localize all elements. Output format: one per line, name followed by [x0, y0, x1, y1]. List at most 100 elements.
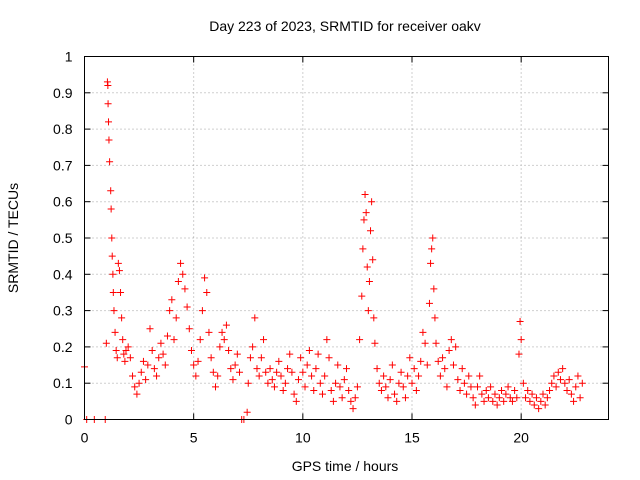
data-point [550, 372, 558, 380]
data-point [556, 376, 564, 384]
data-point [255, 372, 263, 380]
data-point [368, 198, 376, 206]
data-point [207, 354, 215, 362]
data-point [537, 397, 545, 405]
data-point [233, 350, 241, 358]
data-point [284, 365, 292, 373]
data-point [332, 379, 340, 387]
data-point [356, 336, 364, 344]
data-point [305, 347, 313, 355]
y-tick-label: 0.5 [53, 230, 73, 246]
data-point [194, 357, 202, 365]
data-point [491, 390, 499, 398]
data-point [430, 285, 438, 293]
data-point [347, 397, 355, 405]
data-point [541, 401, 549, 409]
data-point [121, 357, 129, 365]
data-point [135, 379, 143, 387]
data-point [157, 339, 165, 347]
data-point [515, 350, 523, 358]
data-point [153, 372, 161, 380]
data-point [393, 397, 401, 405]
data-point [406, 354, 414, 362]
data-point [463, 390, 471, 398]
data-point [106, 158, 114, 166]
y-tick-label: 0.8 [53, 121, 73, 137]
data-point [345, 386, 353, 394]
data-point [159, 350, 167, 358]
data-point [522, 394, 530, 402]
data-point [548, 379, 556, 387]
data-point [513, 394, 521, 402]
data-point [262, 368, 270, 376]
data-point [489, 397, 497, 405]
data-point [290, 390, 298, 398]
data-point [554, 368, 562, 376]
data-point [268, 376, 276, 384]
data-point [476, 372, 484, 380]
data-point [323, 336, 331, 344]
x-tick-label: 10 [295, 430, 311, 446]
data-point [115, 267, 123, 275]
data-point [340, 376, 348, 384]
data-point [454, 376, 462, 384]
data-point [163, 332, 171, 340]
data-point [266, 365, 274, 373]
data-point [104, 100, 112, 108]
data-point [561, 379, 569, 387]
data-point [107, 187, 115, 195]
y-axis-title: SRMTID / TECUs [5, 183, 21, 293]
data-point [110, 307, 118, 315]
data-point [412, 386, 420, 394]
data-point [375, 379, 383, 387]
data-point [257, 354, 265, 362]
data-point [380, 372, 388, 380]
data-point [384, 394, 392, 402]
data-point [456, 386, 464, 394]
data-point [511, 386, 519, 394]
data-point [519, 379, 527, 387]
data-point [502, 390, 510, 398]
data-point [139, 357, 147, 365]
data-point [535, 405, 543, 413]
data-point [144, 361, 152, 369]
data-point [478, 390, 486, 398]
data-point [277, 372, 285, 380]
data-point [552, 383, 560, 391]
data-point [310, 386, 318, 394]
data-point [192, 372, 200, 380]
axis-ticks [84, 56, 609, 420]
data-point [458, 365, 466, 373]
chart-title: Day 223 of 2023, SRMTID for receiver oak… [209, 18, 481, 34]
data-point [401, 394, 409, 402]
data-point [338, 394, 346, 402]
data-point [229, 376, 237, 384]
data-point [231, 361, 239, 369]
y-tick-label: 0 [65, 412, 73, 428]
data-point [114, 259, 122, 267]
data-point [370, 314, 378, 322]
data-point [432, 339, 440, 347]
data-point [570, 397, 578, 405]
data-point [273, 368, 281, 376]
data-point [131, 383, 139, 391]
data-point [225, 347, 233, 355]
grid-lines [84, 56, 609, 420]
data-point [236, 368, 244, 376]
data-point [109, 288, 117, 296]
data-point [429, 234, 437, 242]
data-point [439, 354, 447, 362]
data-point [474, 383, 481, 391]
data-point [187, 347, 195, 355]
data-point [314, 350, 322, 358]
data-point [334, 361, 342, 369]
data-point [480, 397, 488, 405]
data-point [363, 263, 371, 271]
data-point [113, 354, 121, 362]
data-point [181, 285, 189, 293]
data-point [441, 365, 449, 373]
data-point [506, 394, 514, 402]
data-point [517, 336, 525, 344]
data-point [371, 339, 379, 347]
